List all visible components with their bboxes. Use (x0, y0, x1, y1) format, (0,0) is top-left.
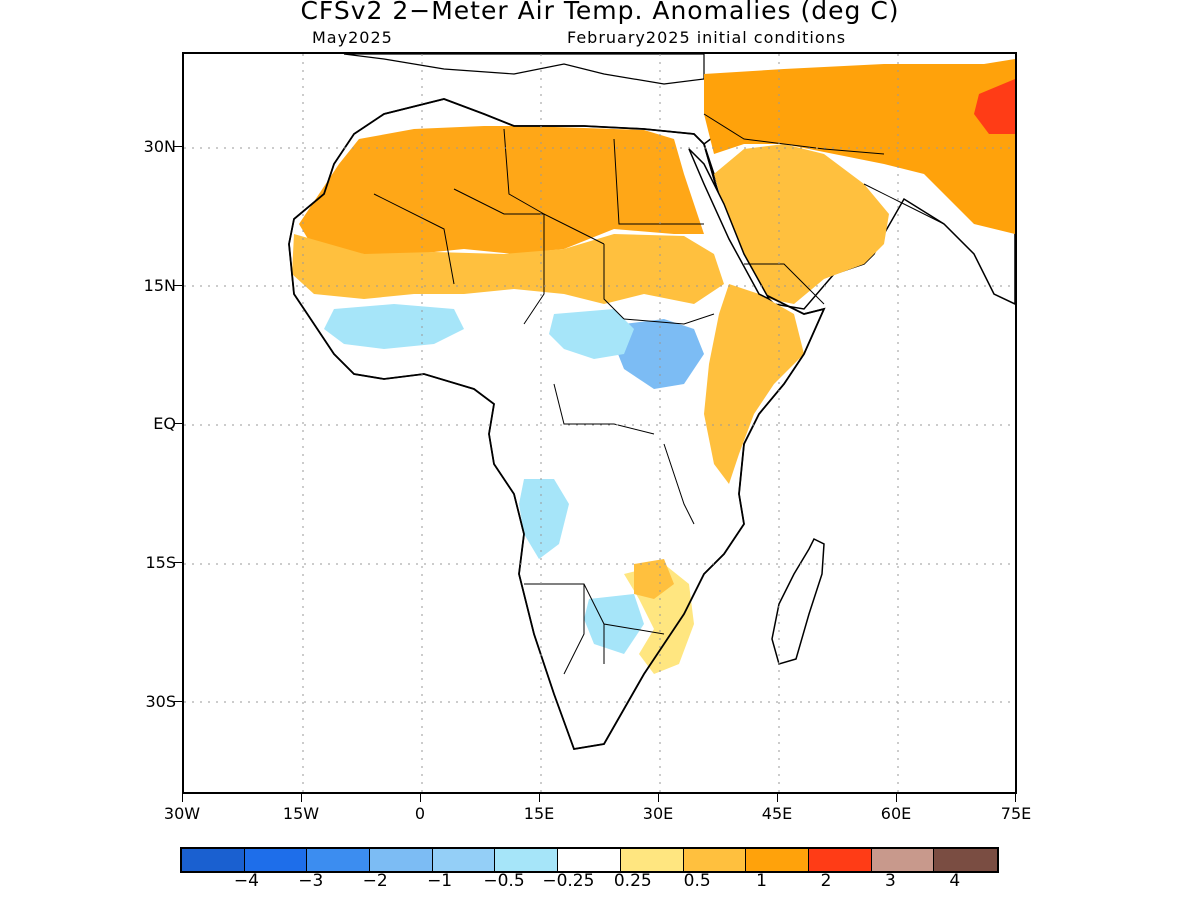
legend-swatch (432, 849, 496, 871)
anomaly-south-sudan (614, 319, 704, 389)
lat-tick (174, 562, 182, 563)
graticule (184, 54, 1015, 792)
legend-swatch (495, 849, 559, 871)
legend-swatch (934, 849, 997, 871)
lon-label-15w: 15W (282, 804, 320, 823)
anomaly-zambia-warm (634, 559, 674, 599)
legend-swatch (808, 849, 872, 871)
target-month-label: May2025 (312, 28, 393, 47)
lat-label-15n: 15N (143, 276, 176, 295)
country-borders (373, 113, 945, 675)
lon-tick (658, 794, 659, 802)
lon-label-0: 0 (414, 804, 426, 823)
anomaly-middle-east (704, 59, 1015, 234)
legend-swatch (746, 849, 809, 871)
lat-label-15s: 15S (145, 553, 176, 572)
lon-label-45e: 45E (761, 804, 793, 823)
legend-label: −1 (427, 871, 453, 891)
legend-label: 2 (820, 871, 832, 891)
lon-tick (539, 794, 540, 802)
initial-conditions-label: February2025 initial conditions (567, 28, 847, 47)
legend-swatch (558, 849, 621, 871)
legend-swatch (244, 849, 308, 871)
lon-tick (420, 794, 421, 802)
lon-tick (301, 794, 302, 802)
legend-label: −4 (233, 871, 259, 891)
lat-label-30s: 30S (145, 692, 176, 711)
lon-label-15e: 15E (523, 804, 555, 823)
anomaly-west-cold (324, 304, 464, 349)
legend-label: 0.5 (683, 871, 711, 891)
legend-swatch (307, 849, 371, 871)
lat-label-eq: EQ (153, 414, 176, 433)
lon-tick (182, 794, 183, 802)
legend-label: 4 (949, 871, 961, 891)
lon-label-60e: 60E (880, 804, 912, 823)
lon-tick (777, 794, 778, 802)
anomaly-sahara (299, 126, 704, 254)
legend-label: −0.25 (542, 871, 595, 891)
legend-swatch (370, 849, 433, 871)
lat-tick (174, 146, 182, 147)
lon-label-30e: 30E (642, 804, 674, 823)
color-legend (180, 847, 999, 873)
legend-label: −3 (298, 871, 324, 891)
legend-swatch (683, 849, 747, 871)
legend-swatch (871, 849, 935, 871)
legend-label: −0.5 (483, 871, 525, 891)
anomaly-pakistan (974, 79, 1015, 134)
europe-landmass (343, 54, 705, 85)
anomaly-central-cold (549, 309, 634, 359)
anomaly-botswana-cold (584, 594, 644, 654)
lat-label-30n: 30N (143, 137, 176, 156)
lat-tick (174, 285, 182, 286)
legend-label: 3 (884, 871, 896, 891)
lon-tick (896, 794, 897, 802)
chart-title: CFSv2 2−Meter Air Temp. Anomalies (deg C… (300, 0, 900, 25)
anomaly-angola-cold (519, 479, 569, 559)
legend-swatch (620, 849, 684, 871)
red-sea (688, 148, 771, 301)
map-canvas (184, 54, 1015, 792)
lat-tick (174, 701, 182, 702)
lon-label-30w: 30W (163, 804, 201, 823)
map-plot-area (182, 52, 1017, 794)
lon-tick (1015, 794, 1016, 802)
lon-label-75e: 75E (1000, 804, 1032, 823)
legend-label: 0.25 (613, 871, 652, 891)
legend-label: −2 (362, 871, 388, 891)
lat-tick (174, 423, 182, 424)
legend-label: 1 (756, 871, 767, 891)
legend-swatch (182, 849, 245, 871)
